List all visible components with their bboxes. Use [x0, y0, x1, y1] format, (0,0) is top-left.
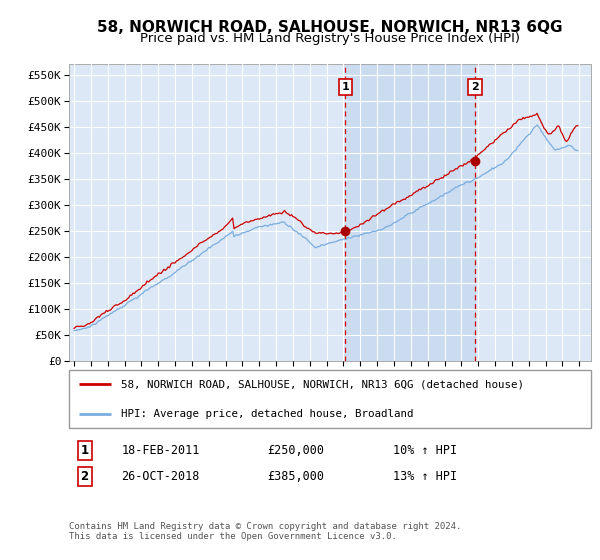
- Text: £250,000: £250,000: [268, 444, 325, 457]
- Text: 58, NORWICH ROAD, SALHOUSE, NORWICH, NR13 6QG (detached house): 58, NORWICH ROAD, SALHOUSE, NORWICH, NR1…: [121, 379, 524, 389]
- Text: 18-FEB-2011: 18-FEB-2011: [121, 444, 200, 457]
- Text: 2: 2: [80, 470, 89, 483]
- Bar: [346, 64, 475, 361]
- Text: 10% ↑ HPI: 10% ↑ HPI: [392, 444, 457, 457]
- Text: 26-OCT-2018: 26-OCT-2018: [121, 470, 200, 483]
- Text: 2: 2: [471, 82, 479, 92]
- Text: 13% ↑ HPI: 13% ↑ HPI: [392, 470, 457, 483]
- Text: Price paid vs. HM Land Registry's House Price Index (HPI): Price paid vs. HM Land Registry's House …: [140, 32, 520, 45]
- Text: 1: 1: [80, 444, 89, 457]
- FancyBboxPatch shape: [69, 370, 591, 428]
- Text: HPI: Average price, detached house, Broadland: HPI: Average price, detached house, Broa…: [121, 409, 414, 419]
- Text: £385,000: £385,000: [268, 470, 325, 483]
- Text: 58, NORWICH ROAD, SALHOUSE, NORWICH, NR13 6QG: 58, NORWICH ROAD, SALHOUSE, NORWICH, NR1…: [97, 20, 563, 35]
- Text: 1: 1: [341, 82, 349, 92]
- Text: Contains HM Land Registry data © Crown copyright and database right 2024.
This d: Contains HM Land Registry data © Crown c…: [69, 522, 461, 542]
